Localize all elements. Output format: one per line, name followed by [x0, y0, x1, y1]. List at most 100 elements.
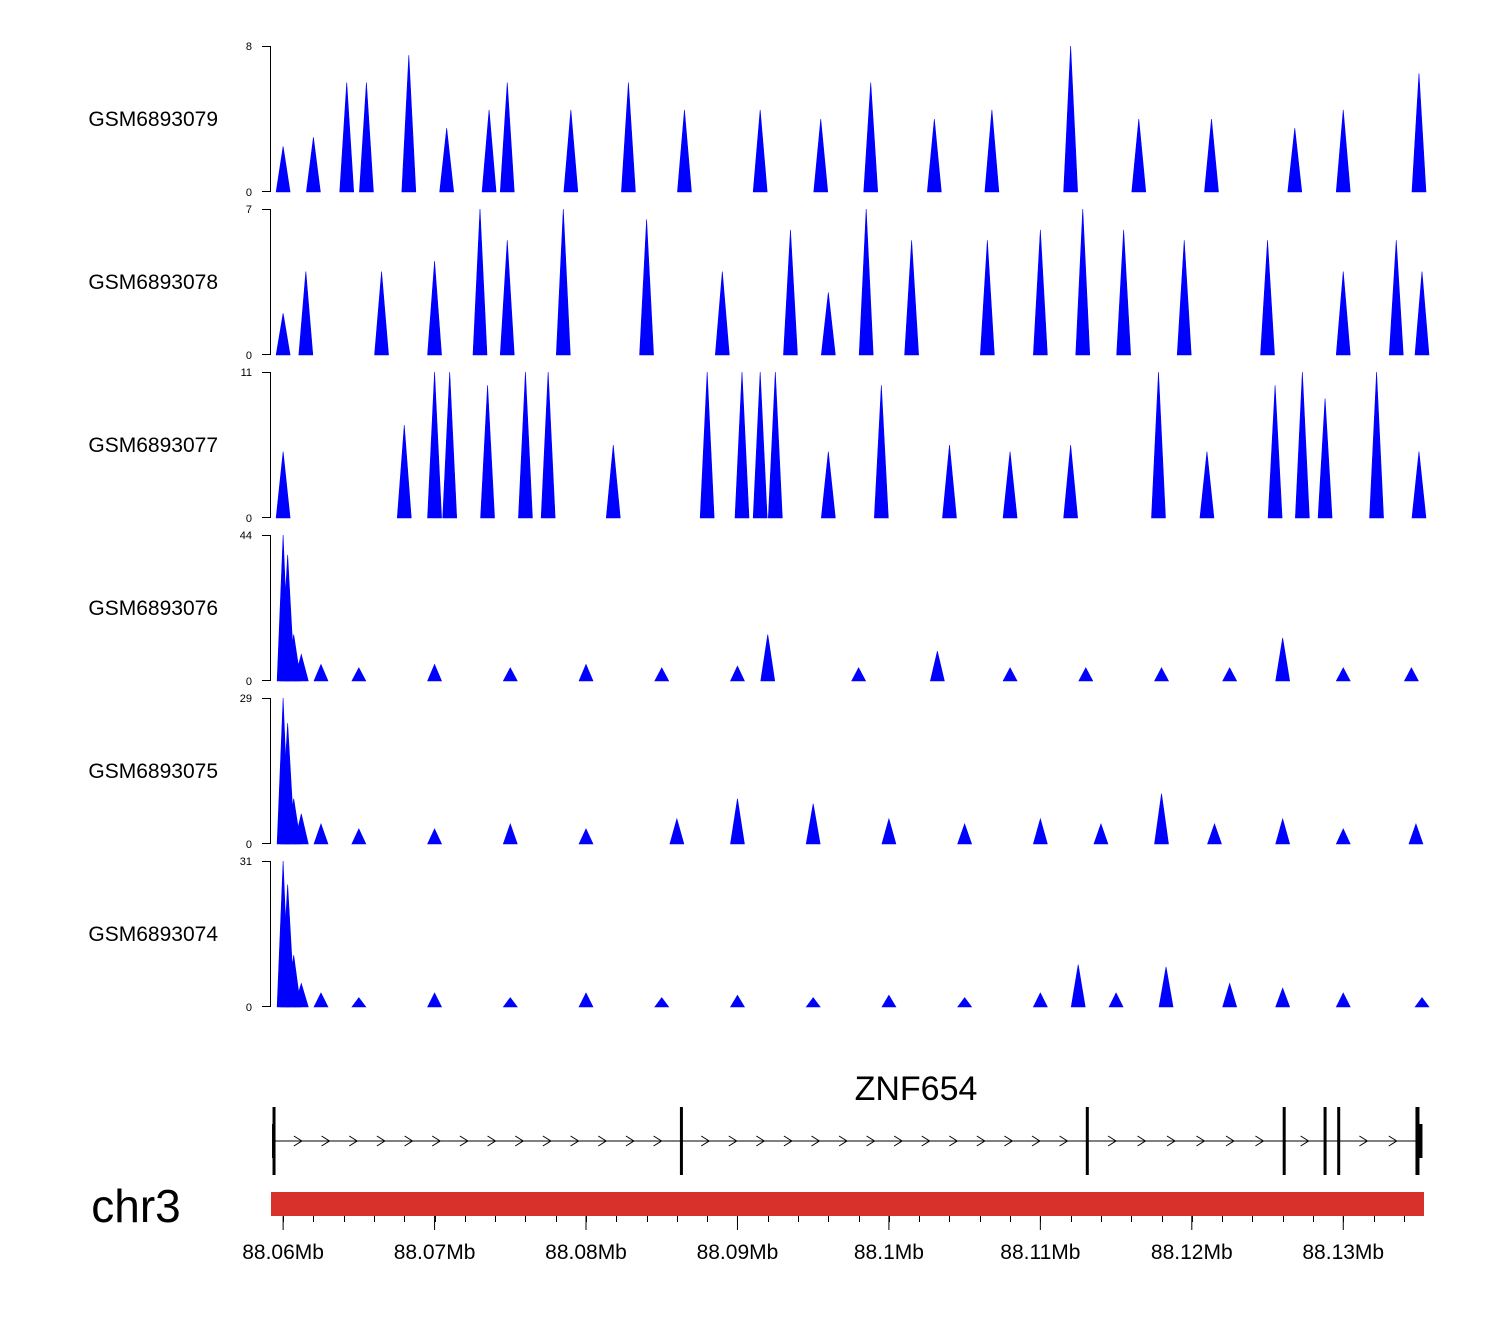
strand-arrow [893, 1135, 904, 1147]
y-axis-max-label: 29 [240, 693, 252, 705]
signal-peak [927, 118, 942, 193]
signal-peak [1199, 451, 1215, 519]
signal-peak [1275, 987, 1291, 1008]
signal-peak [1403, 667, 1419, 682]
gene-name-label: ZNF654 [855, 1070, 978, 1108]
signal-peak [881, 817, 897, 845]
track-GSM6893074: GSM6893074 31 0 [88, 856, 1430, 1014]
signal-peak [1002, 451, 1018, 519]
strand-arrow [376, 1135, 386, 1147]
y-axis-min-label: 0 [246, 676, 252, 688]
signal-peak [439, 128, 455, 193]
signal-peak [1267, 385, 1283, 519]
strand-arrow [756, 1135, 766, 1147]
strand-arrow [321, 1135, 331, 1147]
exon [1085, 1107, 1089, 1175]
signal-peak [904, 240, 919, 356]
strand-arrow [1300, 1135, 1310, 1147]
x-axis-tick-label: 88.12Mb [1151, 1241, 1233, 1264]
signal-peak [1222, 982, 1238, 1008]
y-axis-max-label: 11 [241, 367, 252, 379]
signal-peak [1078, 667, 1094, 682]
signal-peak [1154, 667, 1170, 682]
strand-arrow [487, 1135, 497, 1147]
strand-arrow [811, 1135, 821, 1147]
signal-peak [427, 261, 442, 356]
signal-peak [1204, 118, 1219, 193]
strand-arrow [838, 1135, 848, 1147]
signal-peak [1032, 817, 1048, 845]
signal-peak [1032, 992, 1048, 1008]
signal-peak [1063, 444, 1078, 519]
strand-arrow [1059, 1135, 1069, 1147]
signal-peak [1075, 208, 1091, 356]
signal-peak [1408, 822, 1424, 845]
signal-peak [502, 997, 518, 1008]
track-GSM6893077: GSM6893077 11 0 [88, 367, 1427, 525]
y-axis-min-label: 0 [246, 350, 252, 362]
utr-block [1416, 1124, 1423, 1158]
strand-arrow [459, 1135, 469, 1147]
strand-arrow [866, 1135, 876, 1147]
signal-peak [401, 55, 417, 193]
signal-peak [427, 992, 443, 1008]
signal-peak [578, 828, 594, 845]
signal-peak [729, 665, 745, 682]
signal-peak [1287, 128, 1303, 193]
utr-block [272, 1124, 276, 1158]
signal-peak [351, 667, 367, 682]
signal-peak [820, 451, 836, 519]
signal-peak [654, 667, 670, 682]
signal-peak [351, 997, 367, 1008]
signal-peak [851, 667, 867, 682]
signal-peak [499, 82, 515, 193]
signal-peak [351, 828, 367, 845]
signal-peak [1275, 817, 1291, 845]
signal-peak [293, 813, 309, 845]
signal-peak [306, 137, 321, 193]
strand-arrow [625, 1135, 635, 1147]
y-axis-min-label: 0 [246, 1002, 252, 1014]
strand-arrow [653, 1135, 663, 1147]
strand-arrow [728, 1135, 738, 1147]
y-axis-max-label: 44 [240, 530, 252, 542]
signal-peak [1335, 828, 1351, 845]
coverage-tracks: GSM689307980GSM689307870GSM6893077110GSM… [88, 41, 1430, 1014]
y-axis-max-label: 7 [246, 204, 252, 216]
strand-arrow [1255, 1135, 1265, 1147]
strand-arrow [570, 1135, 580, 1147]
signal-peak [427, 371, 442, 519]
signal-peak [518, 371, 533, 519]
signal-peak [669, 817, 685, 845]
signal-peak [1002, 667, 1018, 682]
strand-arrow [542, 1135, 552, 1147]
signal-peak [1414, 997, 1430, 1008]
exon [1282, 1107, 1286, 1175]
signal-peak [929, 651, 945, 682]
signal-peak [1388, 240, 1404, 356]
gene-track: ZNF654 [272, 1070, 1423, 1175]
signal-peak [1033, 229, 1048, 356]
signal-peak [858, 208, 874, 356]
strand-arrow [1196, 1135, 1206, 1147]
signal-peak [293, 982, 309, 1008]
signal-peak [427, 663, 443, 682]
signal-peak [540, 371, 556, 519]
signal-series [275, 371, 1427, 519]
strand-arrow [1388, 1135, 1398, 1147]
signal-peak [359, 82, 374, 193]
signal-peak [734, 371, 750, 519]
y-axis-max-label: 8 [246, 41, 252, 53]
chromosome-track: chr3 [91, 1180, 1424, 1232]
signal-peak [1154, 793, 1169, 845]
strand-arrow [293, 1135, 303, 1147]
strand-arrow [404, 1135, 414, 1147]
signal-peak [563, 109, 579, 193]
strand-arrow [1004, 1135, 1014, 1147]
signal-peak [984, 109, 1000, 193]
signal-peak [820, 292, 836, 356]
signal-peak [1207, 822, 1222, 845]
signal-peak [729, 994, 745, 1008]
signal-peak [957, 822, 973, 845]
strand-arrow [1137, 1135, 1147, 1147]
